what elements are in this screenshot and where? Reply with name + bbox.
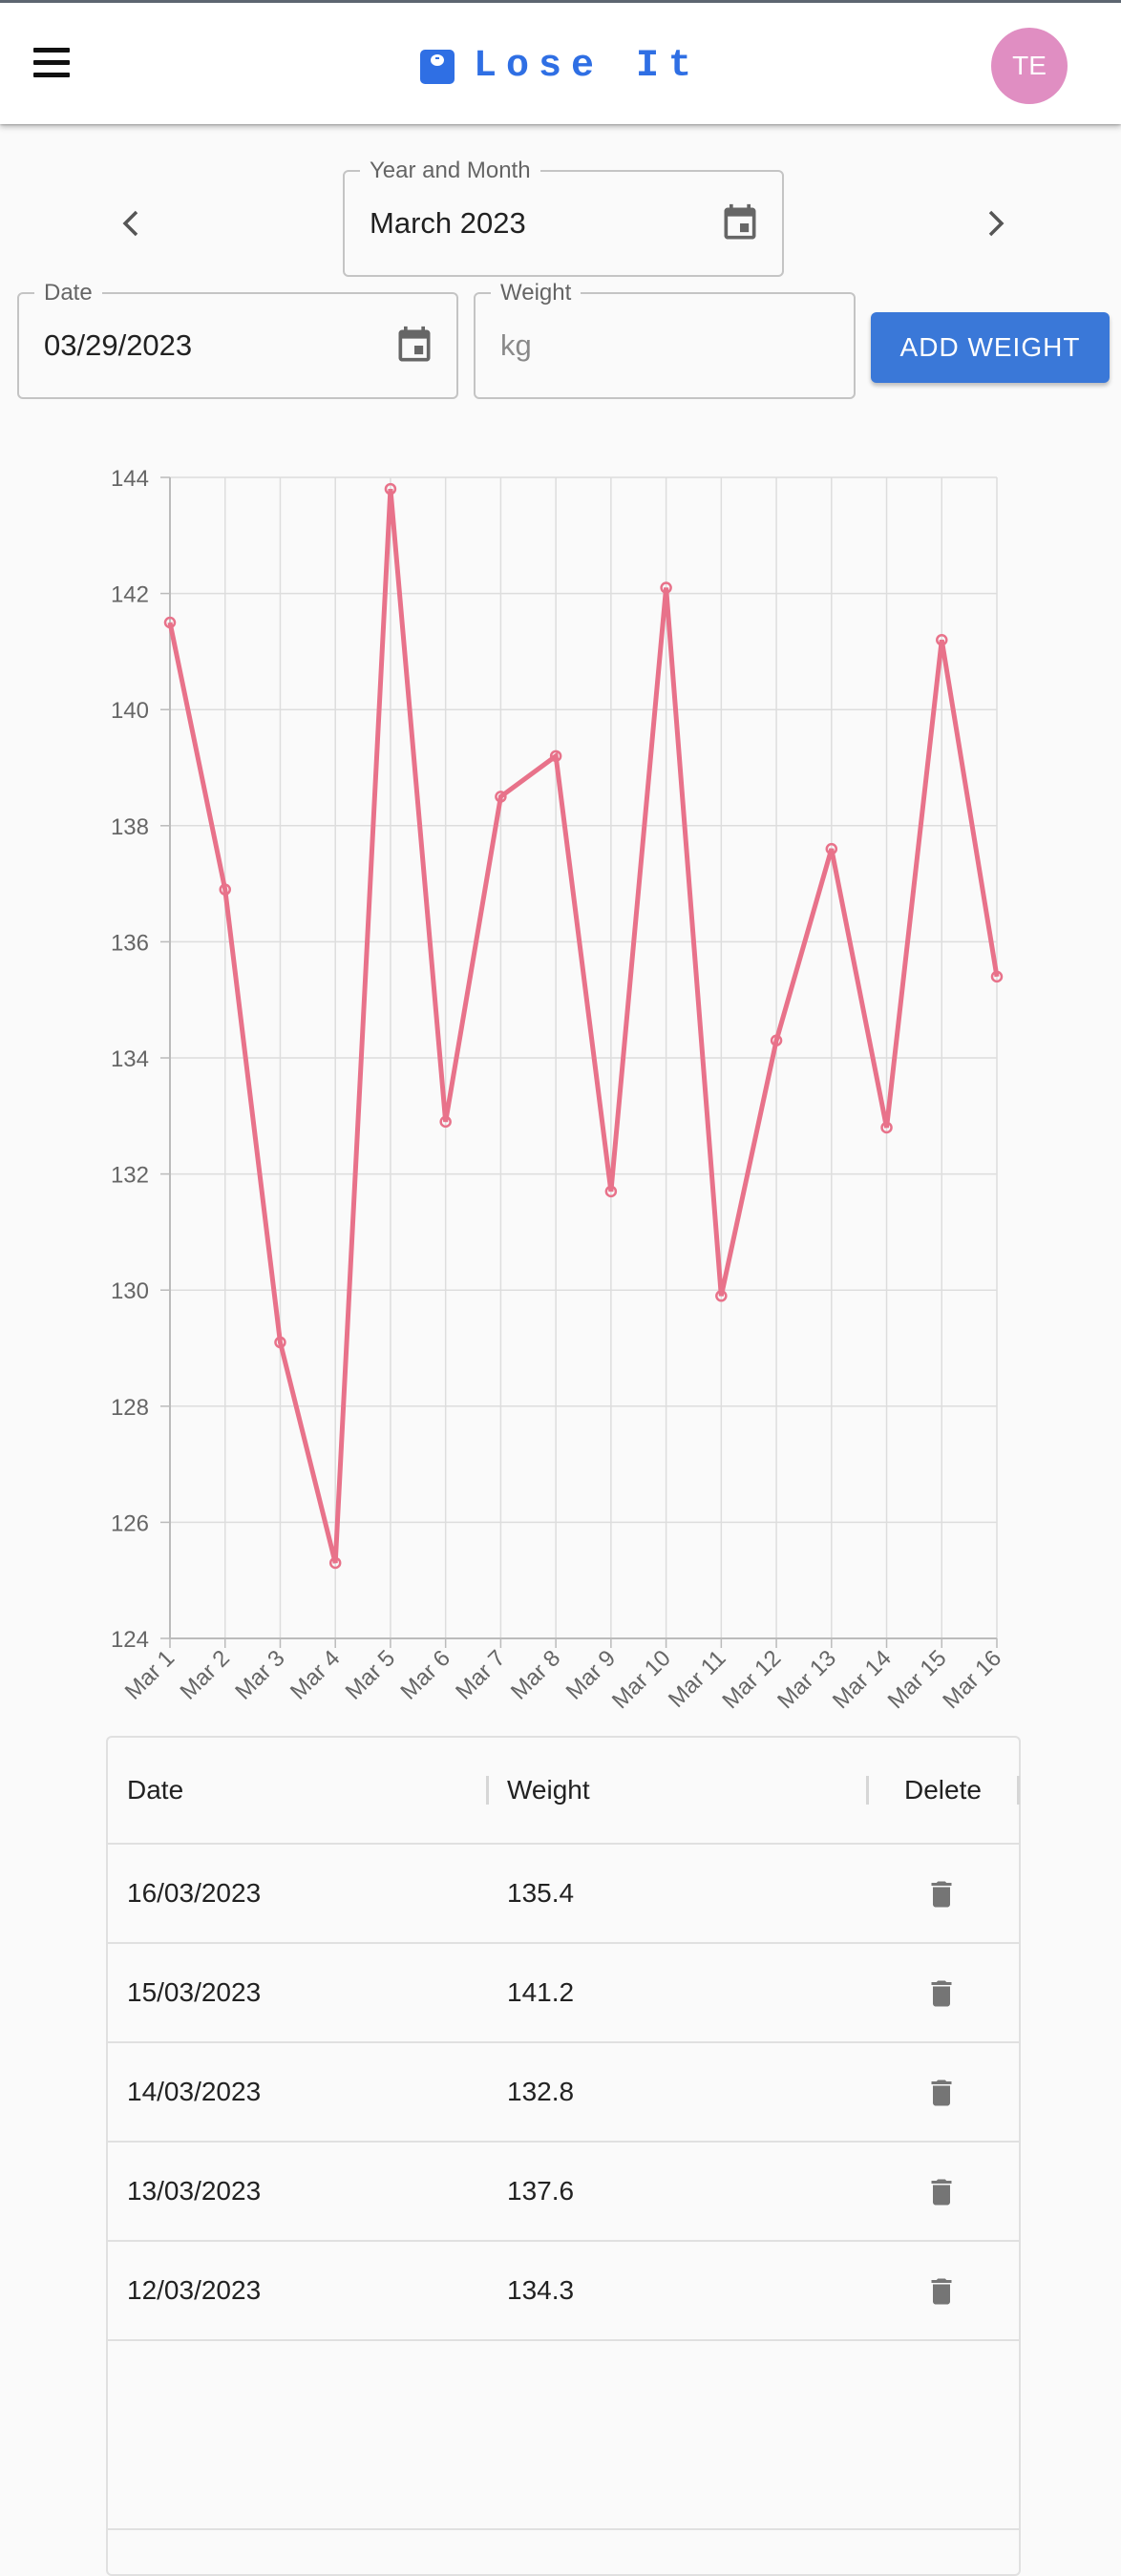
y-tick-label: 136 <box>111 930 149 956</box>
date-cell: 12/03/2023 <box>127 2275 262 2305</box>
column-header-date[interactable]: Date <box>127 1775 184 1805</box>
date-label: Date <box>34 280 102 306</box>
weight-label: Weight <box>491 280 582 306</box>
data-point <box>880 1121 893 1134</box>
x-tick-label: Mar 12 <box>717 1645 786 1714</box>
data-point <box>936 633 948 646</box>
y-tick-label: 142 <box>111 582 149 608</box>
table-row[interactable]: 13/03/2023 137.6 <box>108 2143 1019 2242</box>
y-tick-label: 134 <box>111 1046 149 1072</box>
table-row[interactable]: 16/03/2023 135.4 <box>108 1845 1019 1944</box>
data-point <box>219 883 231 896</box>
column-header-weight[interactable]: Weight <box>507 1775 590 1805</box>
trash-icon[interactable] <box>924 1976 959 2011</box>
weight-cell: 135.4 <box>507 1878 575 1908</box>
year-month-value[interactable]: March 2023 <box>370 206 526 240</box>
x-tick-label: Mar 7 <box>451 1645 510 1704</box>
y-tick-label: 140 <box>111 698 149 724</box>
data-point <box>770 1034 783 1047</box>
trash-icon[interactable] <box>924 2076 959 2110</box>
date-cell: 13/03/2023 <box>127 2176 262 2206</box>
date-cell: 15/03/2023 <box>127 1977 262 2007</box>
date-field[interactable]: Date 03/29/2023 <box>17 280 458 399</box>
weight-cell: 132.8 <box>507 2077 575 2106</box>
trash-icon[interactable] <box>924 1877 959 1911</box>
chevron-left-icon <box>122 210 138 237</box>
weight-cell: 141.2 <box>507 1977 575 2007</box>
scale-icon <box>419 49 455 84</box>
x-tick-label: Mar 8 <box>506 1645 565 1704</box>
calendar-icon[interactable] <box>393 325 435 367</box>
prev-month-button[interactable] <box>107 200 155 247</box>
data-point <box>660 581 672 594</box>
brand-name: Lose It <box>473 45 702 88</box>
weight-placeholder[interactable]: kg <box>500 328 532 362</box>
data-point <box>384 482 397 496</box>
column-separator[interactable] <box>1017 1776 1020 1805</box>
x-tick-label: Mar 5 <box>341 1645 400 1704</box>
data-point <box>439 1115 452 1129</box>
chevron-right-icon <box>988 210 1005 237</box>
y-tick-label: 144 <box>111 466 149 492</box>
weight-cell: 137.6 <box>507 2176 575 2206</box>
date-cell: 14/03/2023 <box>127 2077 262 2106</box>
data-point <box>328 1556 342 1570</box>
data-point <box>825 842 838 855</box>
x-tick-label: Mar 13 <box>772 1645 841 1714</box>
x-tick-label: Mar 10 <box>607 1645 676 1714</box>
x-tick-label: Mar 1 <box>120 1645 180 1704</box>
app-bar: Lose It TE <box>0 0 1121 124</box>
y-tick-label: 128 <box>111 1395 149 1421</box>
y-tick-label: 126 <box>111 1510 149 1536</box>
column-header-delete[interactable]: Delete <box>904 1775 982 1805</box>
y-tick-label: 132 <box>111 1163 149 1189</box>
x-tick-label: Mar 3 <box>230 1645 289 1704</box>
series-line <box>167 488 1000 1564</box>
add-weight-button[interactable]: ADD WEIGHT <box>871 312 1110 383</box>
data-point <box>604 1185 618 1198</box>
trash-icon[interactable] <box>924 2274 959 2309</box>
weight-field[interactable]: Weight kg <box>474 280 856 399</box>
x-tick-label: Mar 2 <box>175 1645 234 1704</box>
date-cell: 16/03/2023 <box>127 1878 262 1908</box>
data-point <box>990 970 1004 983</box>
x-tick-label: Mar 6 <box>395 1645 455 1704</box>
data-point <box>549 750 562 763</box>
x-tick-label: Mar 16 <box>938 1645 1006 1714</box>
table-row[interactable]: 14/03/2023 132.8 <box>108 2043 1019 2143</box>
weight-cell: 134.3 <box>507 2275 575 2305</box>
column-separator[interactable] <box>486 1776 489 1805</box>
calendar-icon[interactable] <box>719 202 761 244</box>
y-tick-label: 130 <box>111 1278 149 1304</box>
data-point <box>163 616 177 629</box>
table-row[interactable]: 12/03/2023 134.3 <box>108 2242 1019 2341</box>
next-month-button[interactable] <box>972 200 1020 247</box>
x-tick-label: Mar 14 <box>828 1645 897 1714</box>
x-tick-label: Mar 4 <box>286 1645 345 1704</box>
weight-table: Date Weight Delete 16/03/2023 135.4 15/03/… <box>106 1736 1021 2576</box>
brand[interactable]: Lose It <box>0 45 1121 88</box>
x-tick-label: Mar 11 <box>664 1645 731 1713</box>
year-month-field[interactable]: Year and Month March 2023 <box>343 158 784 277</box>
trash-icon[interactable] <box>924 2175 959 2209</box>
table-footer-divider <box>108 2528 1019 2530</box>
y-tick-label: 124 <box>111 1627 149 1653</box>
data-point <box>715 1290 728 1302</box>
table-row[interactable]: 15/03/2023 141.2 <box>108 1944 1019 2043</box>
table-header: Date Weight Delete <box>108 1738 1020 1845</box>
y-tick-label: 138 <box>111 814 149 840</box>
date-value[interactable]: 03/29/2023 <box>44 328 193 362</box>
x-tick-label: Mar 15 <box>883 1645 952 1714</box>
year-month-label: Year and Month <box>360 158 540 184</box>
data-point <box>274 1336 286 1349</box>
menu-icon[interactable] <box>27 37 76 87</box>
column-separator[interactable] <box>866 1776 869 1805</box>
data-point <box>495 791 507 803</box>
avatar[interactable]: TE <box>991 28 1068 104</box>
